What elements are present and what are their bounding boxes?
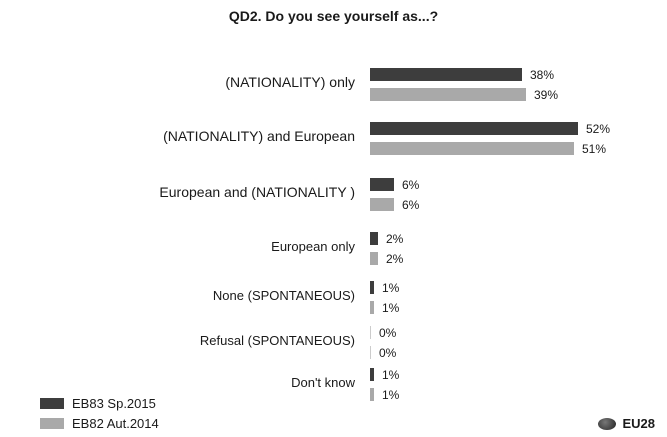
- bar-series-b: [370, 346, 371, 359]
- bar-series-a: [370, 68, 522, 81]
- bar-series-a: [370, 232, 378, 245]
- value-label: 39%: [534, 88, 558, 102]
- bar-series-b: [370, 252, 378, 265]
- legend-swatch-series-b: [40, 418, 64, 429]
- bar-series-a: [370, 368, 374, 381]
- bar-series-a: [370, 122, 578, 135]
- category-label: European only: [271, 239, 355, 254]
- bar-series-b: [370, 301, 374, 314]
- legend-label-series-b: EB82 Aut.2014: [72, 416, 159, 431]
- chart-title: QD2. Do you see yourself as...?: [228, 8, 439, 24]
- value-label: 2%: [386, 232, 404, 246]
- bar-series-b: [370, 142, 574, 155]
- legend-swatch-series-a: [40, 398, 64, 409]
- value-label: 1%: [382, 388, 400, 402]
- legend-item-series-a: EB83 Sp.2015: [40, 396, 156, 411]
- eu-label: EU28: [622, 416, 655, 431]
- value-label: 1%: [382, 301, 400, 315]
- bar-series-b: [370, 388, 374, 401]
- value-label: 6%: [402, 198, 420, 212]
- value-label: 1%: [382, 281, 400, 295]
- category-label: Refusal (SPONTANEOUS): [200, 333, 355, 348]
- bar-series-b: [370, 88, 526, 101]
- eu-globe-icon: [598, 417, 617, 430]
- value-label: 0%: [379, 346, 397, 360]
- category-label: (NATIONALITY) only: [225, 74, 355, 90]
- legend-item-series-b: EB82 Aut.2014: [40, 416, 159, 431]
- value-label: 0%: [379, 326, 397, 340]
- legend-label-series-a: EB83 Sp.2015: [72, 396, 156, 411]
- value-label: 38%: [530, 68, 554, 82]
- value-label: 6%: [402, 178, 420, 192]
- bar-series-a: [370, 178, 394, 191]
- category-label: Don't know: [291, 375, 356, 390]
- bar-series-a: [370, 326, 371, 339]
- bar-series-a: [370, 281, 374, 294]
- eu28-marker: EU28: [598, 416, 655, 431]
- value-label: 52%: [586, 122, 610, 136]
- category-label: European and (NATIONALITY ): [159, 184, 355, 200]
- category-label: None (SPONTANEOUS): [213, 288, 355, 303]
- category-label: (NATIONALITY) and European: [163, 128, 355, 144]
- value-label: 2%: [386, 252, 404, 266]
- value-label: 1%: [382, 368, 400, 382]
- bar-series-b: [370, 198, 394, 211]
- value-label: 51%: [582, 142, 606, 156]
